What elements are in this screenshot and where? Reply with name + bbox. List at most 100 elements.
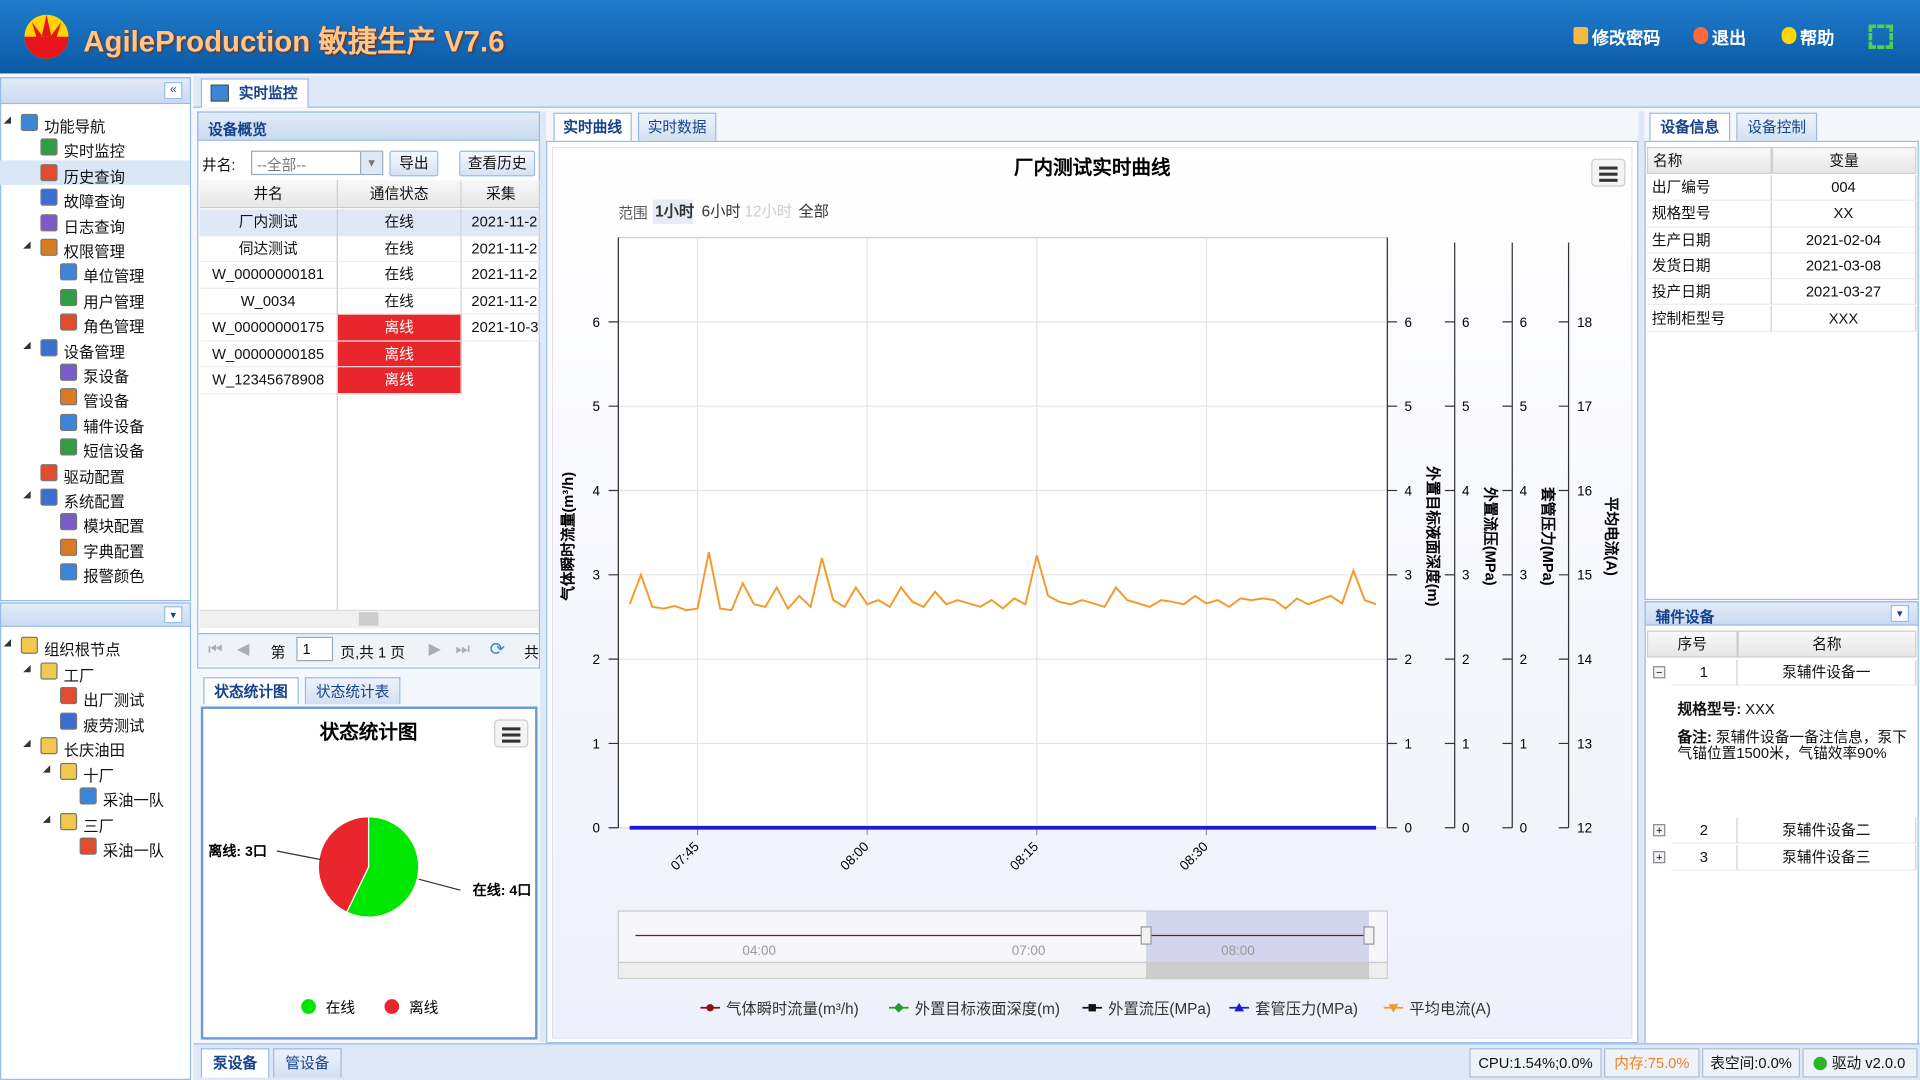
tree-item[interactable]: 管设备 xyxy=(0,385,190,411)
info-cell: 2021-03-27 xyxy=(1771,279,1917,306)
main-tab[interactable]: 实时监控 xyxy=(200,78,309,108)
header-action[interactable]: 修改密码 xyxy=(1591,28,1661,48)
tree-item[interactable]: 权限管理 xyxy=(0,235,190,261)
bottom-tab[interactable]: 泵设备 xyxy=(200,1048,270,1078)
table-cell[interactable]: 2021-10-3 xyxy=(461,314,541,342)
range-button[interactable]: 6小时 xyxy=(702,204,741,221)
status-online[interactable]: 在线 xyxy=(337,262,462,289)
status-online[interactable]: 在线 xyxy=(337,209,462,236)
table-cell[interactable]: W_0034 xyxy=(199,288,338,315)
tree-item[interactable]: 疲劳测试 xyxy=(0,708,190,734)
collapse-button[interactable]: « xyxy=(164,82,183,100)
table-cell[interactable]: 2021-11-2 xyxy=(461,262,541,289)
table-cell[interactable]: 2021-11-2 xyxy=(461,209,541,236)
tree-icon xyxy=(40,338,58,356)
tree-item[interactable]: 短信设备 xyxy=(0,435,190,461)
expand-toggle[interactable]: − xyxy=(1653,666,1666,679)
table-cell[interactable]: W_00000000175 xyxy=(199,314,338,342)
expand-arrow xyxy=(23,664,31,672)
tree-item[interactable]: 设备管理 xyxy=(0,335,190,361)
table-cell[interactable]: 2021-11-2 xyxy=(461,288,541,315)
tree-item[interactable]: 出厂测试 xyxy=(0,683,190,709)
info-cell: 生产日期 xyxy=(1646,227,1772,254)
tree-item[interactable]: 辅件设备 xyxy=(0,410,190,436)
info-cell: 004 xyxy=(1771,175,1917,202)
stats-tab[interactable]: 状态统计表 xyxy=(304,677,401,705)
scrollbar-thumb xyxy=(1146,962,1369,979)
aux-collapse[interactable]: ▾ xyxy=(1890,604,1909,623)
pager-nav[interactable]: ▶⏭ xyxy=(428,639,485,658)
bottom-tab[interactable]: 管设备 xyxy=(273,1048,342,1078)
button[interactable]: 导出 xyxy=(389,150,439,177)
range-button[interactable]: 12小时 xyxy=(744,204,792,221)
status-offline[interactable]: 离线 xyxy=(337,367,462,394)
table-cell[interactable]: 厂内测试 xyxy=(199,209,338,236)
y-tick-label: 14 xyxy=(1577,652,1592,667)
page-input[interactable]: 1 xyxy=(296,636,334,662)
status-item: 表空间:0.0% xyxy=(1702,1048,1801,1078)
range-button[interactable]: 全部 xyxy=(798,203,829,221)
tree-item[interactable]: 组织根节点 xyxy=(0,633,190,659)
tree-icon xyxy=(79,837,97,855)
tree-item[interactable]: 故障查询 xyxy=(0,185,190,211)
tree-icon xyxy=(60,313,78,331)
tree-item[interactable]: 驱动配置 xyxy=(0,460,190,486)
tree-item[interactable]: 长庆油田 xyxy=(0,733,190,759)
tree-item[interactable]: 报警颜色 xyxy=(0,560,190,586)
tree-item[interactable]: 模块配置 xyxy=(0,510,190,536)
data-label: 在线: 4口 xyxy=(473,882,532,898)
pager-nav[interactable]: ⏮◀ xyxy=(208,639,265,658)
tree-item[interactable]: 字典配置 xyxy=(0,535,190,561)
status-online[interactable]: 在线 xyxy=(337,288,462,315)
legend-label: 在线 xyxy=(326,1000,356,1017)
well-select[interactable]: --全部-- ▼ xyxy=(251,150,384,176)
stats-tab[interactable]: 状态统计图 xyxy=(203,677,299,705)
expand-toggle[interactable]: + xyxy=(1653,851,1666,864)
tree-item[interactable]: 实时监控 xyxy=(0,135,190,161)
tree-item[interactable]: 三厂 xyxy=(0,809,190,834)
tree-item[interactable]: 日志查询 xyxy=(0,210,190,236)
center-tab[interactable]: 实时数据 xyxy=(637,112,717,141)
tree-item[interactable]: 角色管理 xyxy=(0,310,190,336)
fullscreen-button[interactable] xyxy=(1868,24,1894,49)
tree-label: 系统配置 xyxy=(63,493,125,511)
info-cell: XX xyxy=(1771,201,1917,228)
navigator-handle[interactable] xyxy=(1140,926,1152,945)
tree-item-selected[interactable]: 历史查询 xyxy=(0,160,190,186)
info-tab[interactable]: 设备控制 xyxy=(1736,112,1818,141)
button[interactable]: 查看历史 xyxy=(459,150,536,177)
refresh-icon[interactable]: ⟳ xyxy=(489,639,506,661)
tree-icon xyxy=(60,413,78,431)
table-cell[interactable]: W_00000000185 xyxy=(199,341,338,368)
y-tick-label: 1 xyxy=(593,736,600,751)
tree-item[interactable]: 功能导航 xyxy=(0,110,190,136)
y-tick-label: 1 xyxy=(1404,736,1411,751)
tree-item[interactable]: 采油一队 xyxy=(0,784,190,809)
tree-item[interactable]: 十厂 xyxy=(0,759,190,784)
center-tab[interactable]: 实时曲线 xyxy=(553,112,632,141)
tree-icon xyxy=(60,762,78,780)
tree-item[interactable]: 工厂 xyxy=(0,658,190,684)
legend-symbol xyxy=(706,1004,714,1012)
tree-item[interactable]: 泵设备 xyxy=(0,360,190,386)
status-online[interactable]: 在线 xyxy=(337,235,462,263)
tree-item[interactable]: 单位管理 xyxy=(0,260,190,286)
info-tab[interactable]: 设备信息 xyxy=(1649,112,1731,141)
tree-item[interactable]: 系统配置 xyxy=(0,485,190,511)
table-cell[interactable]: 2021-11-2 xyxy=(461,235,541,263)
header-action[interactable]: 退出 xyxy=(1711,28,1747,48)
tree-icon xyxy=(40,488,58,506)
status-offline[interactable]: 离线 xyxy=(337,314,462,342)
table-cell[interactable]: W_00000000181 xyxy=(199,262,338,289)
tree-label: 采油一队 xyxy=(102,842,165,860)
table-cell[interactable]: W_12345678908 xyxy=(199,367,338,394)
expand-toggle[interactable]: + xyxy=(1653,824,1666,837)
org-collapse[interactable]: ▾ xyxy=(164,606,183,624)
header-action[interactable]: 帮助 xyxy=(1800,28,1835,48)
navigator-handle[interactable] xyxy=(1363,926,1375,945)
tree-item[interactable]: 采油一队 xyxy=(0,834,190,860)
status-offline[interactable]: 离线 xyxy=(337,341,462,368)
range-button[interactable]: 1小时 xyxy=(655,204,695,221)
tree-item[interactable]: 用户管理 xyxy=(0,285,190,311)
table-cell[interactable]: 伺达测试 xyxy=(199,235,338,263)
